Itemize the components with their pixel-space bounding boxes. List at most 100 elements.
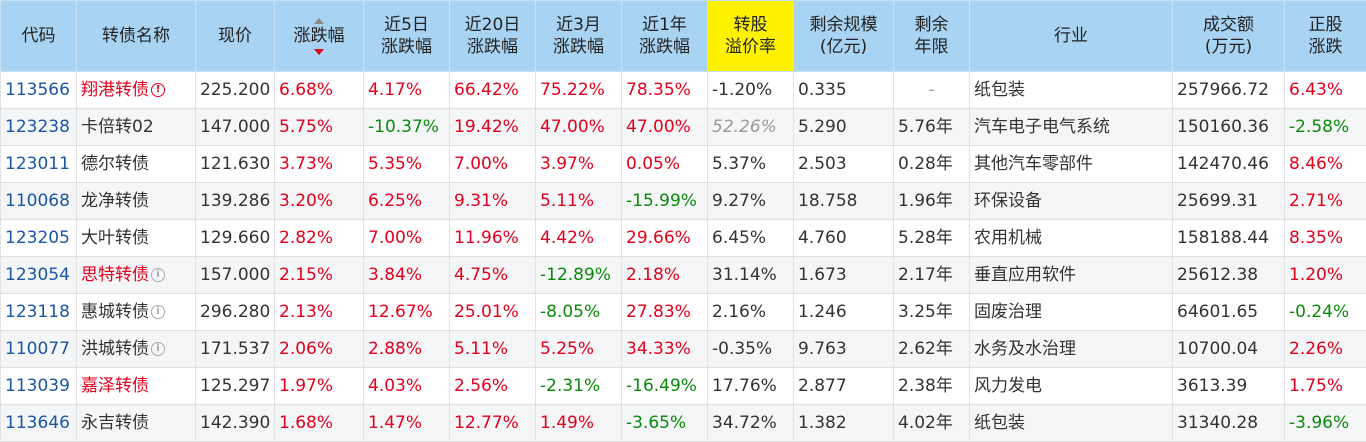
code-cell[interactable]: 113039 [0,367,77,405]
code-text[interactable]: 110068 [5,191,70,211]
industry-text: 固废治理 [974,302,1042,322]
name-cell[interactable]: 洪城转债 i [76,330,196,368]
info-icon[interactable]: i [151,342,165,356]
industry-cell: 纸包装 [969,404,1173,442]
code-text[interactable]: 123054 [5,265,70,285]
sort-desc-icon[interactable] [314,48,324,55]
name-cell[interactable]: 卡倍转02 [76,108,196,146]
header-name[interactable]: 转债名称 [76,0,196,72]
code-cell[interactable]: 113646 [0,404,77,442]
name-cell[interactable]: 翔港转债! [76,71,196,109]
code-text[interactable]: 110077 [5,339,70,359]
table-row[interactable]: 110068 龙净转债 139.286 3.20% 6.25% 9.31% 5.11% -15… [0,182,1366,220]
table-row[interactable]: 123054 思特转债 i 157.000 2.15% 3.84% 4.75% -12.89%… [0,256,1366,294]
change-3m-text: 4.42% [540,228,595,248]
info-icon[interactable]: i [151,305,165,319]
years-text: 5.76年 [898,117,953,137]
header-remaining-years[interactable]: 剩余 年限 [893,0,970,72]
code-text[interactable]: 123205 [5,228,70,248]
header-code[interactable]: 代码 [0,0,77,72]
code-cell[interactable]: 123011 [0,145,77,183]
name-text[interactable]: 嘉泽转债 [81,376,149,396]
change-5d-cell: -10.37% [363,108,450,146]
info-icon[interactable]: i [151,268,165,282]
change-1y-cell: -15.99% [621,182,708,220]
name-text[interactable]: 卡倍转02 [81,117,154,137]
header-stock-change[interactable]: 正股 涨跌 [1284,0,1366,72]
table-row[interactable]: 123011 德尔转债 121.630 3.73% 5.35% 7.00% 3.97% 0.0… [0,145,1366,183]
name-cell[interactable]: 思特转债 i [76,256,196,294]
premium-text: 2.16% [712,302,767,322]
code-cell[interactable]: 123205 [0,219,77,257]
table-row[interactable]: 123205 大叶转债 129.660 2.82% 7.00% 11.96% 4.42% 29… [0,219,1366,257]
name-text[interactable]: 德尔转债 [81,154,149,174]
change-5d-text: 4.03% [368,376,423,396]
name-cell[interactable]: 大叶转债 [76,219,196,257]
premium-cell: -1.20% [707,71,794,109]
code-text[interactable]: 113646 [5,413,70,433]
code-cell[interactable]: 123054 [0,256,77,294]
code-cell[interactable]: 113566 [0,71,77,109]
header-turnover[interactable]: 成交额 (万元) [1172,0,1285,72]
header-conversion-premium[interactable]: 转股 溢价率 [707,0,794,72]
header-label-line: 成交额 [1203,15,1254,35]
turnover-text: 25612.38 [1177,265,1259,285]
code-text[interactable]: 113566 [5,80,70,100]
code-text[interactable]: 123118 [5,302,70,322]
change-5d-text: 2.88% [368,339,423,359]
name-text[interactable]: 洪城转债 [81,339,149,359]
change-cell: 2.13% [274,293,364,331]
header-change-1y[interactable]: 近1年 涨跌幅 [621,0,708,72]
table-row[interactable]: 113646 永吉转债 142.390 1.68% 1.47% 12.77% 1.49% -3… [0,404,1366,442]
header-change-5d[interactable]: 近5日 涨跌幅 [363,0,450,72]
name-text[interactable]: 大叶转债 [81,228,149,248]
industry-cell: 风力发电 [969,367,1173,405]
price-cell: 142.390 [195,404,275,442]
code-text[interactable]: 113039 [5,376,70,396]
name-text[interactable]: 惠城转债 [81,302,149,322]
scale-text: 2.877 [798,376,847,396]
header-industry[interactable]: 行业 [969,0,1173,72]
sort-asc-icon[interactable] [314,17,324,24]
industry-cell: 固废治理 [969,293,1173,331]
code-text[interactable]: 123238 [5,117,70,137]
name-cell[interactable]: 惠城转债 i [76,293,196,331]
turnover-text: 150160.36 [1177,117,1269,137]
years-text: 0.28年 [898,154,953,174]
years-cell: 3.25年 [893,293,970,331]
name-cell[interactable]: 嘉泽转债 [76,367,196,405]
table-row[interactable]: 113039 嘉泽转债 125.297 1.97% 4.03% 2.56% -2.31% -1… [0,367,1366,405]
premium-cell: 6.45% [707,219,794,257]
change-20d-cell: 2.56% [449,367,536,405]
name-text[interactable]: 永吉转债 [81,413,149,433]
name-text[interactable]: 翔港转债 [81,80,149,100]
header-change-20d[interactable]: 近20日 涨跌幅 [449,0,536,72]
header-price[interactable]: 现价 [195,0,275,72]
header-remaining-scale[interactable]: 剩余规模 (亿元) [793,0,894,72]
code-cell[interactable]: 110068 [0,182,77,220]
code-cell[interactable]: 123238 [0,108,77,146]
change-1y-cell: 34.33% [621,330,708,368]
header-change[interactable]: 涨跌幅 [274,0,364,72]
code-cell[interactable]: 110077 [0,330,77,368]
table-row[interactable]: 123118 惠城转债 i 296.280 2.13% 12.67% 25.01% -8.05… [0,293,1366,331]
premium-text: 5.37% [712,154,767,174]
years-text: 2.62年 [898,339,953,359]
name-cell[interactable]: 龙净转债 [76,182,196,220]
code-text[interactable]: 123011 [5,154,70,174]
name-text[interactable]: 思特转债 [81,265,149,285]
table-row[interactable]: 113566 翔港转债! 225.200 6.68% 4.17% 66.42% 75.22%… [0,71,1366,109]
industry-text: 其他汽车零部件 [974,154,1093,174]
name-cell[interactable]: 德尔转债 [76,145,196,183]
table-row[interactable]: 123238 卡倍转02 147.000 5.75% -10.37% 19.42% 47.0… [0,108,1366,146]
table-row[interactable]: 110077 洪城转债 i 171.537 2.06% 2.88% 5.11% 5.25% 34… [0,330,1366,368]
years-cell: - [893,71,970,109]
name-text[interactable]: 龙净转债 [81,191,149,211]
change-text: 5.75% [279,117,334,137]
info-icon[interactable]: ! [151,83,165,97]
name-cell[interactable]: 永吉转债 [76,404,196,442]
turnover-cell: 257966.72 [1172,71,1285,109]
header-change-3m[interactable]: 近3月 涨跌幅 [535,0,622,72]
turnover-cell: 64601.65 [1172,293,1285,331]
code-cell[interactable]: 123118 [0,293,77,331]
